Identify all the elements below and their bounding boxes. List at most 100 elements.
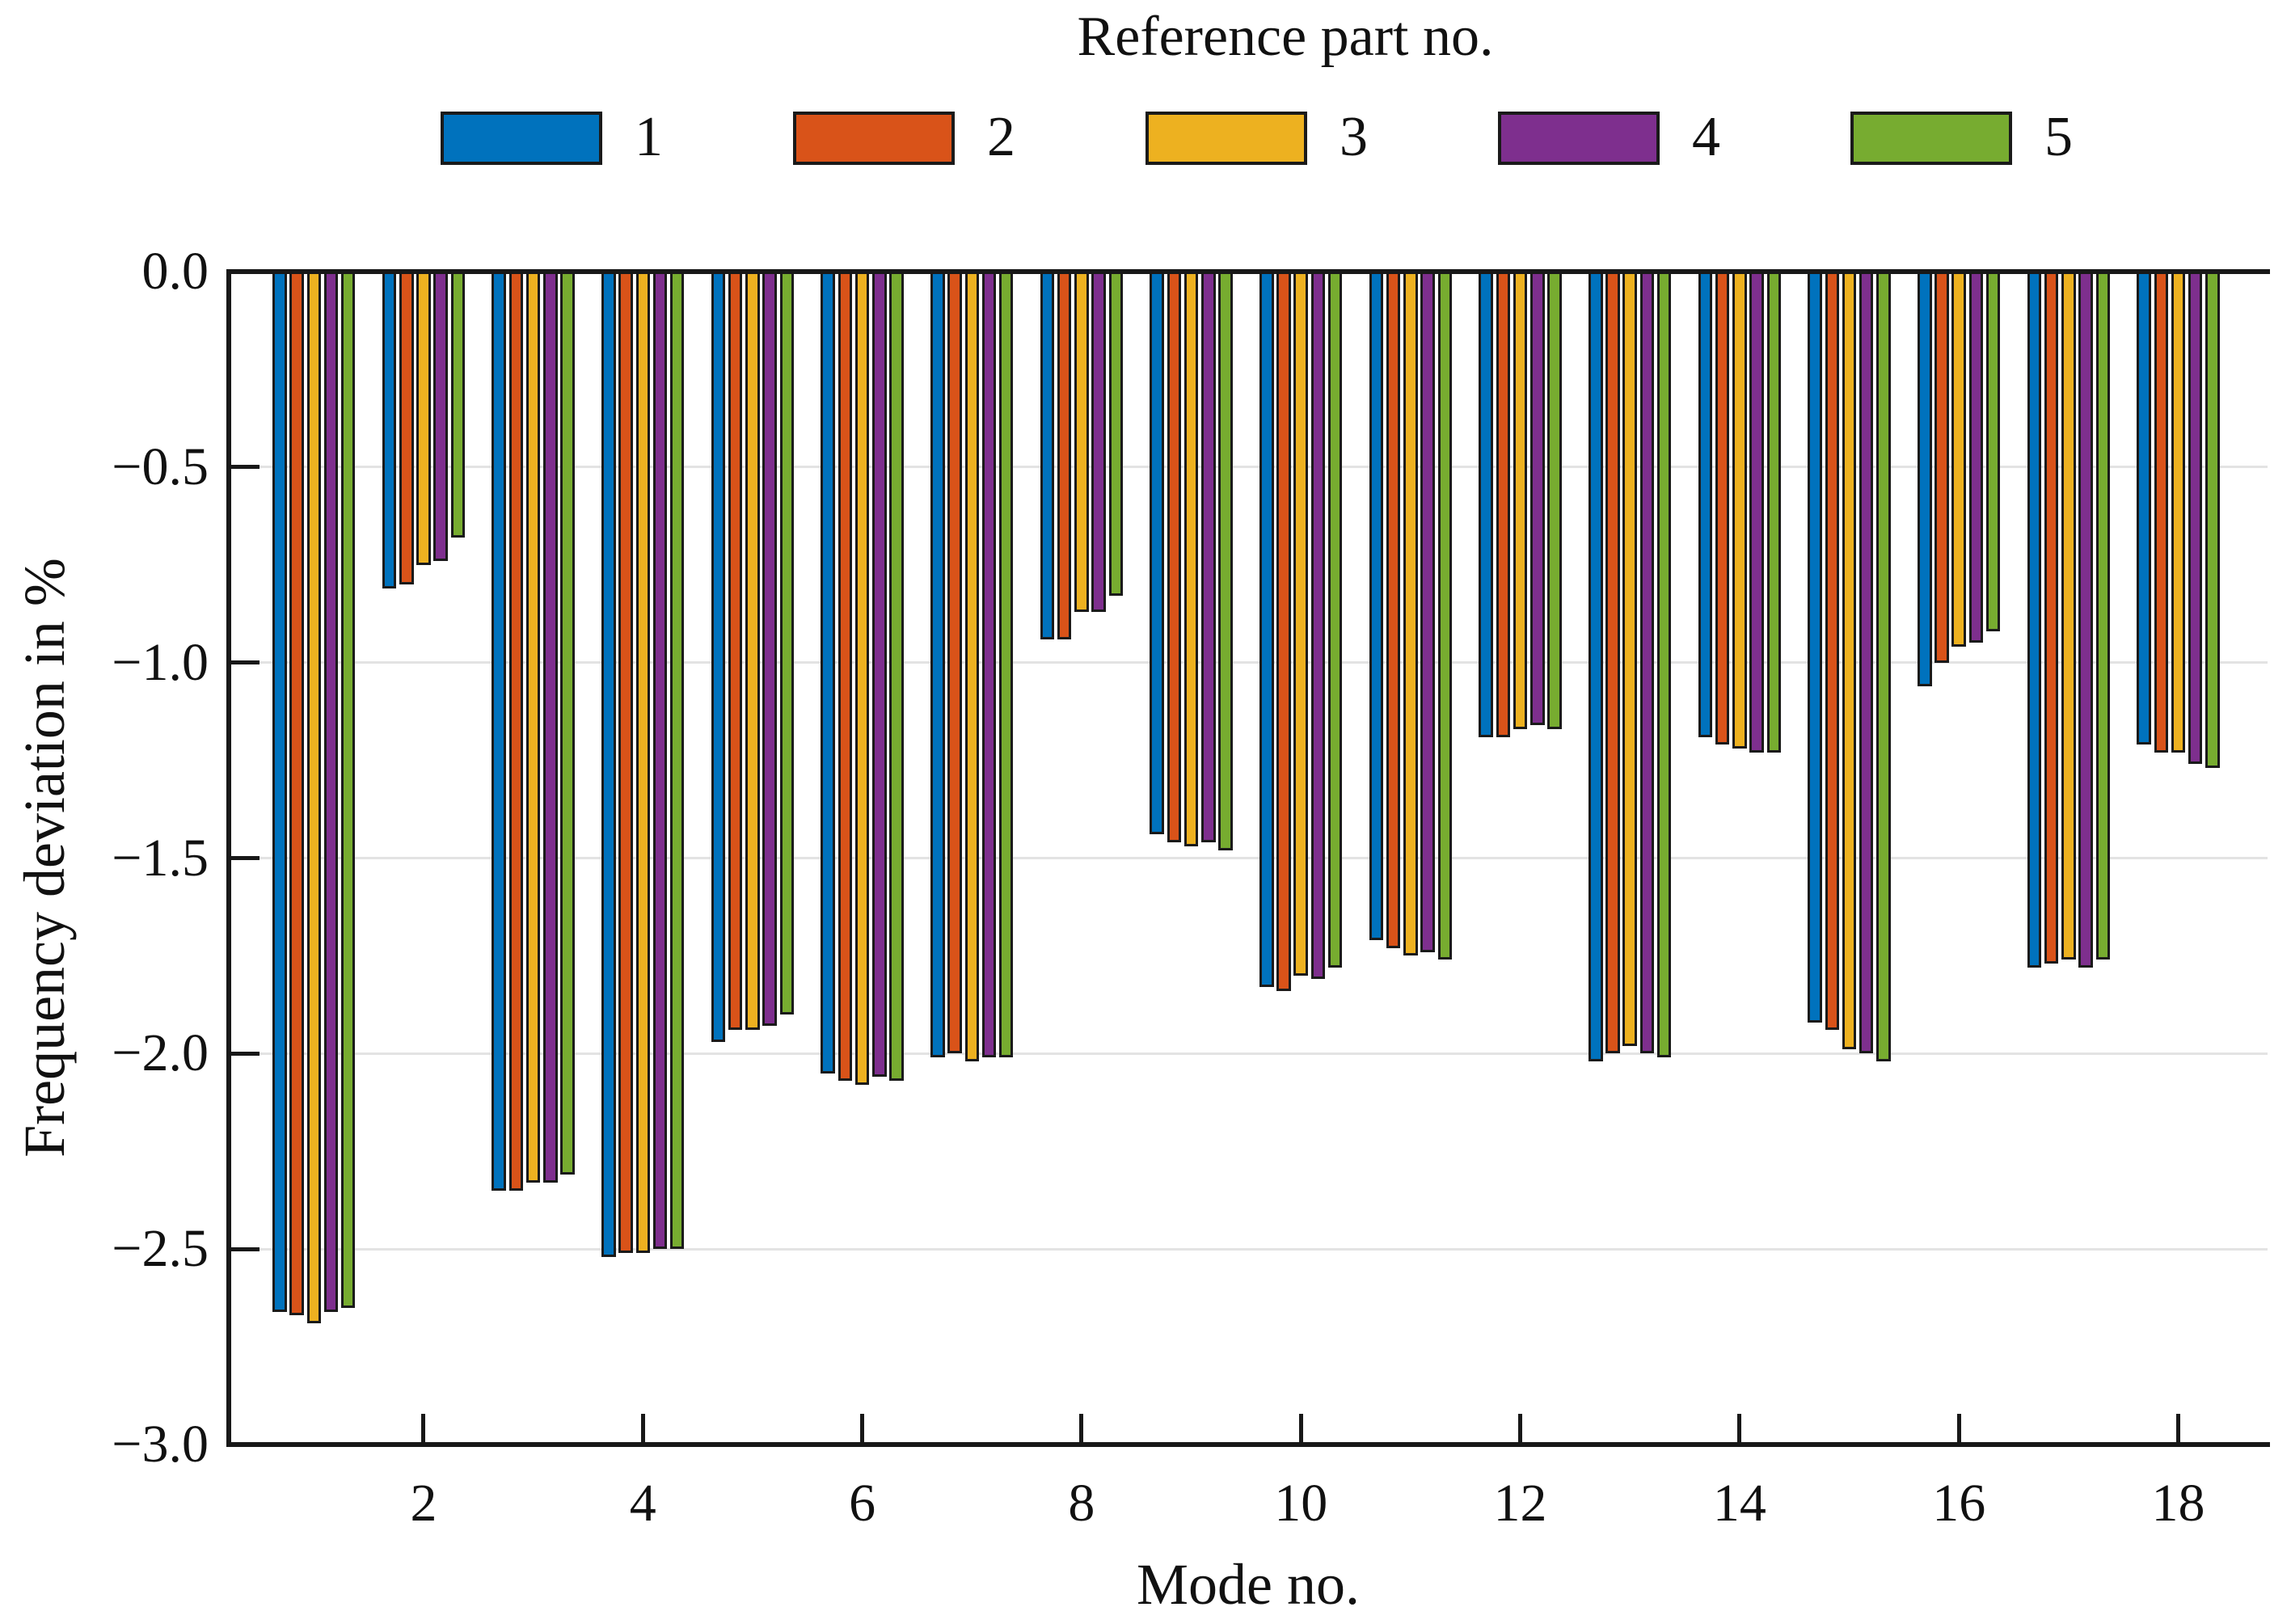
zero-line bbox=[226, 269, 2270, 274]
bar bbox=[399, 269, 414, 584]
bar bbox=[872, 269, 887, 1078]
bar bbox=[340, 269, 356, 1308]
x-tick-label: 10 bbox=[1274, 1474, 1328, 1533]
bar bbox=[1766, 269, 1782, 753]
bar bbox=[1040, 269, 1055, 639]
bar bbox=[1589, 269, 1603, 1061]
bar bbox=[1201, 269, 1216, 843]
bar bbox=[1150, 269, 1164, 835]
bar bbox=[543, 269, 558, 1183]
bar bbox=[272, 269, 287, 1312]
x-tick-label: 12 bbox=[1493, 1474, 1547, 1533]
bar bbox=[1496, 269, 1511, 737]
bar bbox=[289, 269, 304, 1316]
bar bbox=[2205, 269, 2220, 769]
bar bbox=[998, 269, 1014, 1058]
bar bbox=[2137, 269, 2151, 745]
bar bbox=[1057, 269, 1072, 639]
bar bbox=[1310, 269, 1326, 980]
bar bbox=[1547, 269, 1562, 729]
bar bbox=[1918, 269, 1932, 686]
bar bbox=[1968, 269, 1984, 643]
x-tick-mark bbox=[1518, 1414, 1523, 1445]
y-tick-mark bbox=[229, 1246, 259, 1251]
bar bbox=[1622, 269, 1637, 1046]
bar bbox=[1091, 269, 1106, 612]
y-tick-mark bbox=[229, 465, 259, 470]
bar bbox=[2171, 269, 2186, 753]
y-tick-label: −2.0 bbox=[112, 1023, 209, 1083]
legend-swatch bbox=[1146, 112, 1307, 165]
bar bbox=[1698, 269, 1713, 737]
bar bbox=[1732, 269, 1747, 749]
bar bbox=[2095, 269, 2110, 960]
x-tick-label: 6 bbox=[849, 1474, 876, 1533]
bar bbox=[306, 269, 322, 1324]
bar bbox=[889, 269, 904, 1082]
bar bbox=[762, 269, 777, 1027]
bar bbox=[382, 269, 397, 588]
y-tick-mark bbox=[229, 660, 259, 665]
bar bbox=[601, 269, 616, 1257]
x-tick-mark bbox=[1298, 1414, 1303, 1445]
bar bbox=[854, 269, 870, 1086]
bar bbox=[1749, 269, 1764, 753]
y-tick-label: −3.0 bbox=[112, 1415, 209, 1474]
bar bbox=[1167, 269, 1182, 843]
bar bbox=[416, 269, 431, 565]
x-tick-mark bbox=[1737, 1414, 1742, 1445]
legend-swatch bbox=[1498, 112, 1660, 165]
bar bbox=[1403, 269, 1418, 956]
x-axis-label: Mode no. bbox=[1137, 1552, 1360, 1617]
bar bbox=[525, 269, 541, 1183]
bar bbox=[1605, 269, 1620, 1054]
bar bbox=[2061, 269, 2076, 960]
y-tick-label: −1.0 bbox=[112, 632, 209, 692]
bar bbox=[2044, 269, 2059, 964]
bar bbox=[1437, 269, 1453, 960]
bar bbox=[1639, 269, 1655, 1054]
bar bbox=[1859, 269, 1874, 1054]
bar bbox=[821, 269, 835, 1074]
bar bbox=[618, 269, 633, 1253]
bar bbox=[1183, 269, 1199, 846]
legend-swatch bbox=[793, 112, 955, 165]
bar bbox=[964, 269, 979, 1061]
bar bbox=[711, 269, 726, 1042]
bar bbox=[669, 269, 685, 1250]
bar bbox=[1513, 269, 1528, 729]
bar bbox=[2027, 269, 2042, 968]
bar bbox=[1715, 269, 1730, 745]
bar bbox=[947, 269, 962, 1054]
bar bbox=[450, 269, 466, 538]
bar bbox=[728, 269, 743, 1031]
bar bbox=[1386, 269, 1401, 948]
bar bbox=[492, 269, 506, 1191]
bar bbox=[1369, 269, 1384, 941]
bar bbox=[1825, 269, 1840, 1031]
x-tick-label: 8 bbox=[1068, 1474, 1095, 1533]
legend-label: 2 bbox=[987, 106, 1015, 168]
x-tick-label: 18 bbox=[2151, 1474, 2205, 1533]
legend-label: 5 bbox=[2044, 106, 2073, 168]
legend: 1 2 3 4 5 bbox=[0, 0, 2291, 186]
bar bbox=[652, 269, 668, 1250]
y-gridline bbox=[229, 661, 2268, 664]
bar bbox=[981, 269, 997, 1058]
bar bbox=[1808, 269, 1822, 1023]
bar bbox=[323, 269, 339, 1312]
bar bbox=[433, 269, 448, 561]
legend-label: 1 bbox=[635, 106, 663, 168]
y-tick-mark bbox=[229, 1051, 259, 1056]
bar bbox=[1218, 269, 1233, 850]
bar bbox=[745, 269, 760, 1031]
bar bbox=[1479, 269, 1493, 737]
bar bbox=[838, 269, 853, 1082]
y-tick-label: −1.5 bbox=[112, 828, 209, 888]
bar bbox=[2154, 269, 2169, 753]
legend-swatch bbox=[441, 112, 602, 165]
x-tick-mark bbox=[640, 1414, 645, 1445]
y-gridline bbox=[229, 857, 2268, 859]
legend-swatch bbox=[1850, 112, 2012, 165]
